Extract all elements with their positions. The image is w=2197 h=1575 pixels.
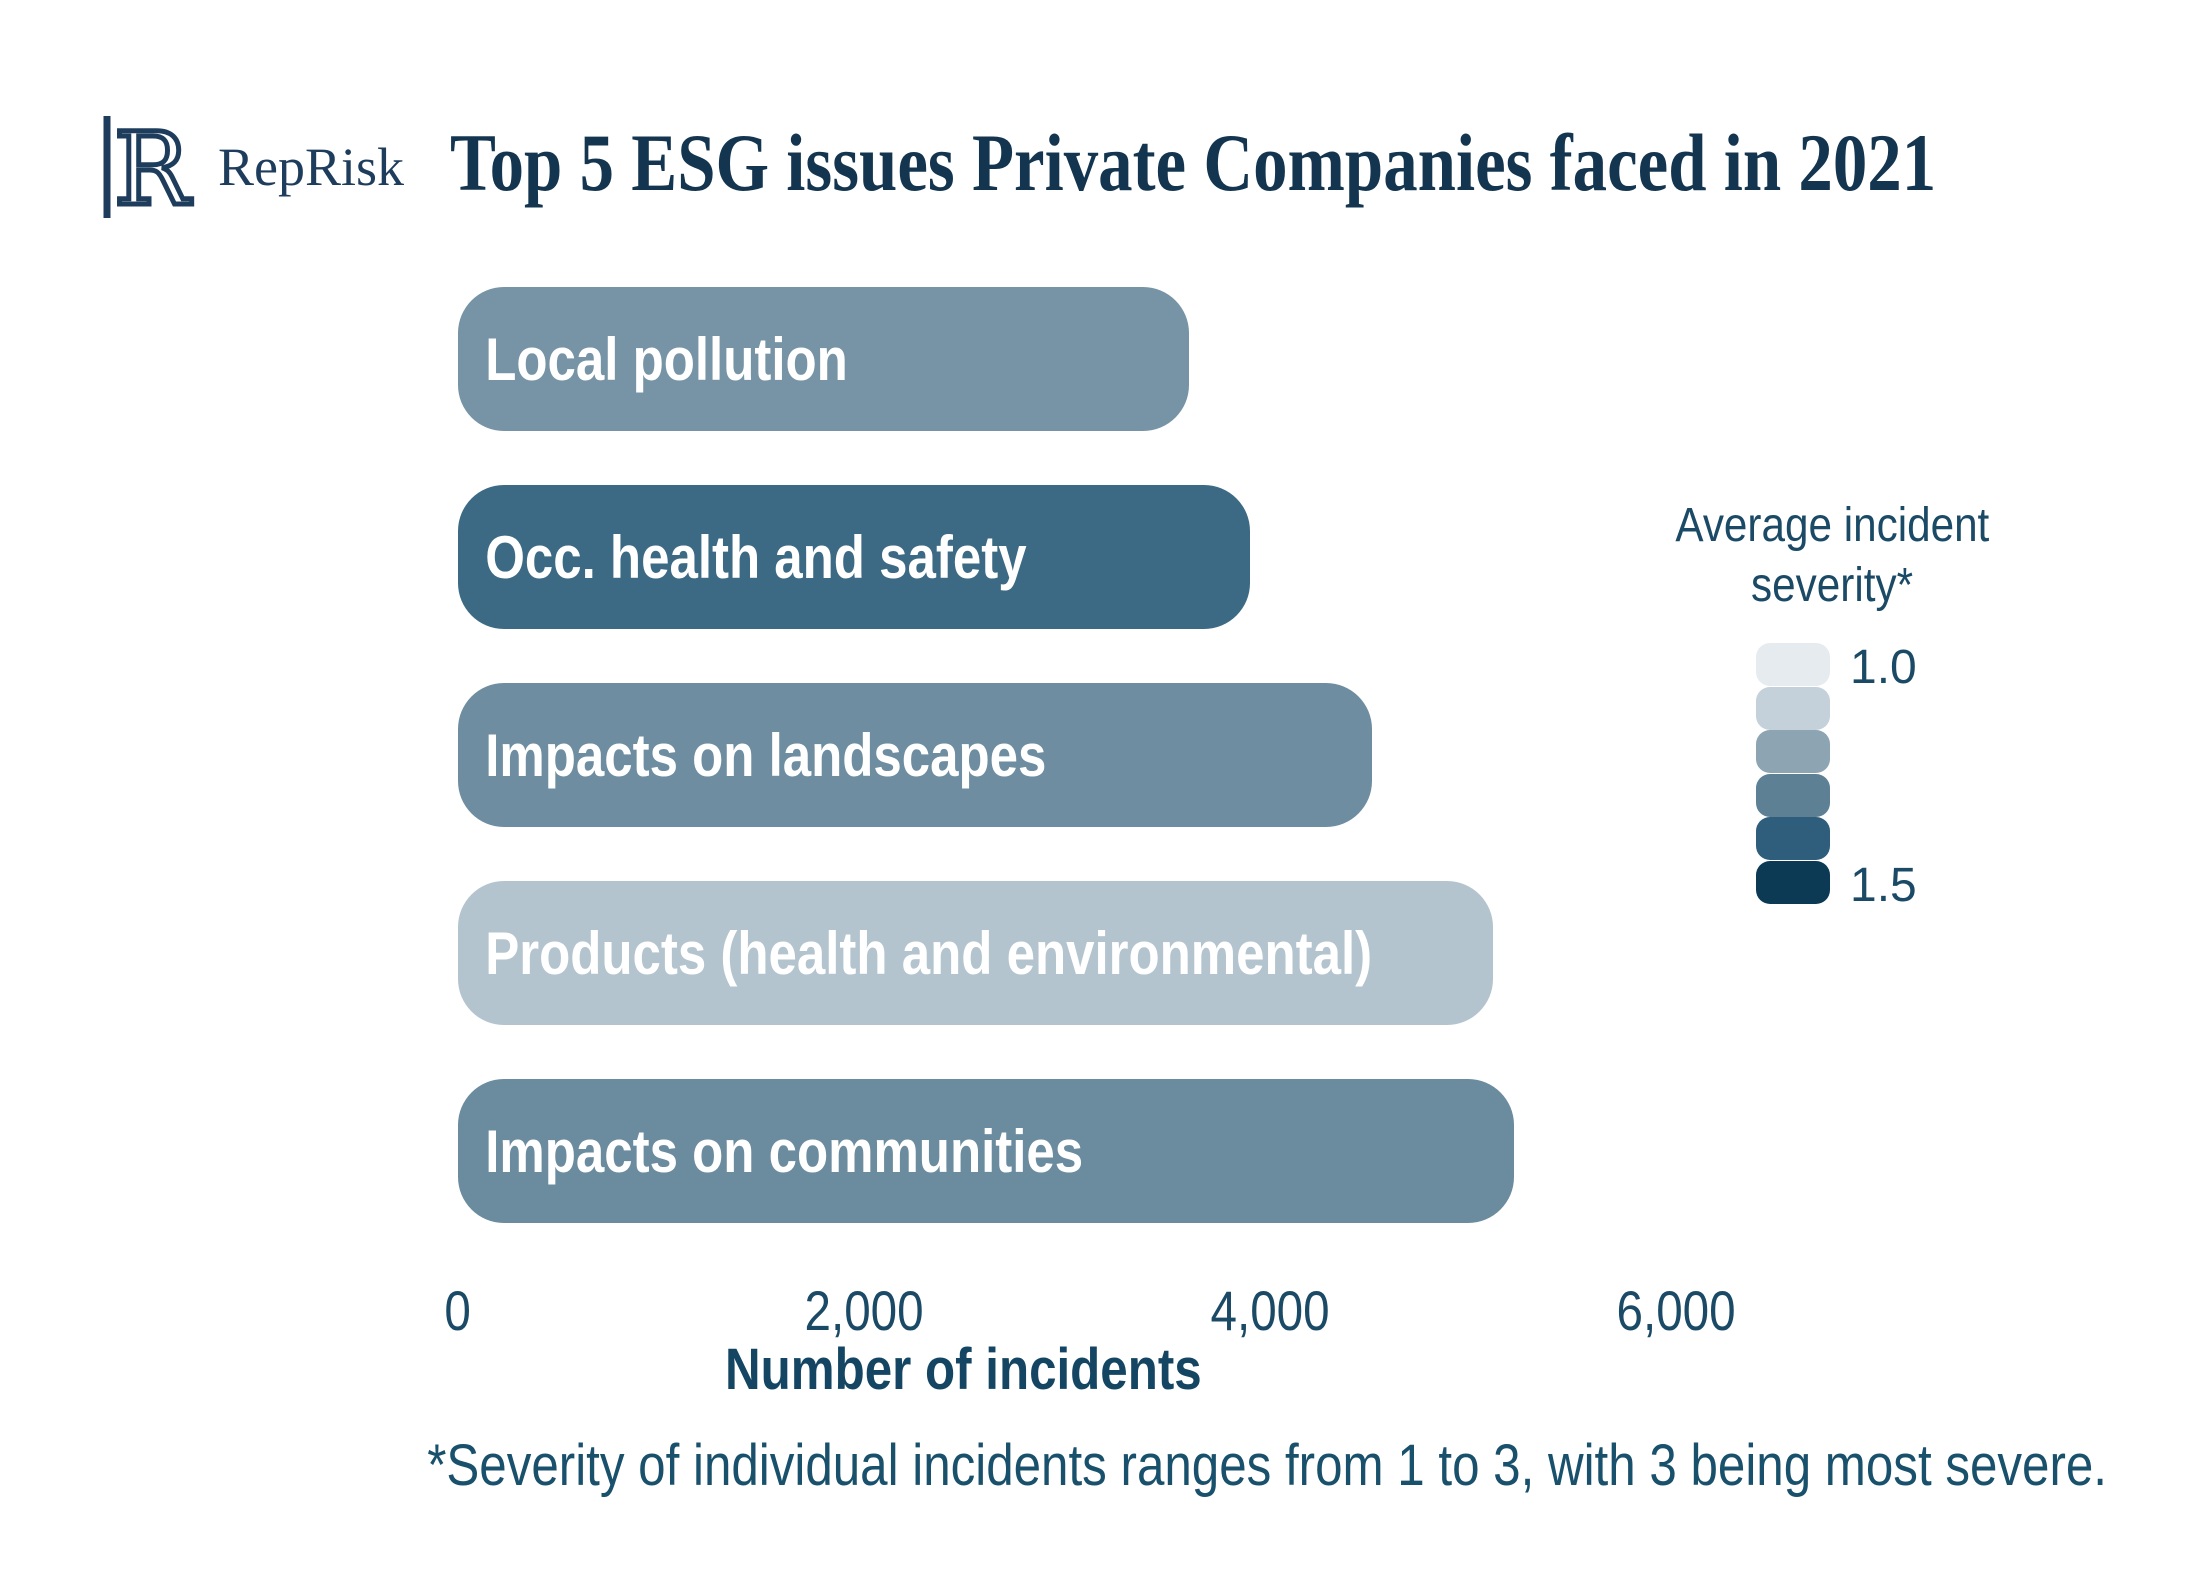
bar-label: Impacts on communities bbox=[485, 1117, 1084, 1185]
reprisk-logo: R RepRisk bbox=[98, 112, 404, 222]
bar-impacts-on-landscapes: Impacts on landscapes bbox=[458, 683, 1372, 827]
bar-local-pollution: Local pollution bbox=[458, 287, 1189, 431]
bar-impacts-on-communities: Impacts on communities bbox=[458, 1079, 1514, 1223]
svg-text:R: R bbox=[114, 112, 192, 222]
bar-label: Occ. health and safety bbox=[485, 523, 1027, 591]
legend-swatch-2 bbox=[1756, 686, 1830, 730]
bar-label: Products (health and environmental) bbox=[485, 919, 1373, 987]
reprisk-logo-wordmark: RepRisk bbox=[218, 137, 405, 197]
bar-label: Impacts on landscapes bbox=[485, 721, 1047, 789]
bar-products-health-and-environmental: Products (health and environmental) bbox=[458, 881, 1493, 1025]
legend-max-label: 1.5 bbox=[1850, 859, 1917, 912]
severity-footnote: *Severity of individual incidents ranges… bbox=[427, 1433, 2108, 1498]
legend-swatch-4 bbox=[1756, 773, 1830, 817]
x-tick-6000: 6,000 bbox=[1616, 1279, 1736, 1342]
legend-color-scale bbox=[1756, 643, 1830, 904]
legend-swatch-3 bbox=[1756, 730, 1830, 773]
legend-title: Average incident severity* bbox=[1675, 499, 1989, 612]
x-tick-4000: 4,000 bbox=[1210, 1279, 1330, 1342]
reprisk-logo-icon: R bbox=[103, 112, 195, 222]
chart-title: Top 5 ESG issues Private Companies faced… bbox=[450, 117, 1937, 208]
x-tick-2000: 2,000 bbox=[804, 1279, 924, 1342]
x-axis-label: Number of incidents bbox=[724, 1337, 1202, 1402]
bar-occ-health-and-safety: Occ. health and safety bbox=[458, 485, 1250, 629]
legend-swatch-6 bbox=[1756, 860, 1830, 904]
x-tick-0: 0 bbox=[444, 1279, 472, 1342]
bar-label: Local pollution bbox=[485, 325, 848, 393]
legend-swatch-5 bbox=[1756, 817, 1830, 860]
legend-swatch-1 bbox=[1756, 643, 1830, 686]
legend-min-label: 1.0 bbox=[1850, 641, 1917, 694]
